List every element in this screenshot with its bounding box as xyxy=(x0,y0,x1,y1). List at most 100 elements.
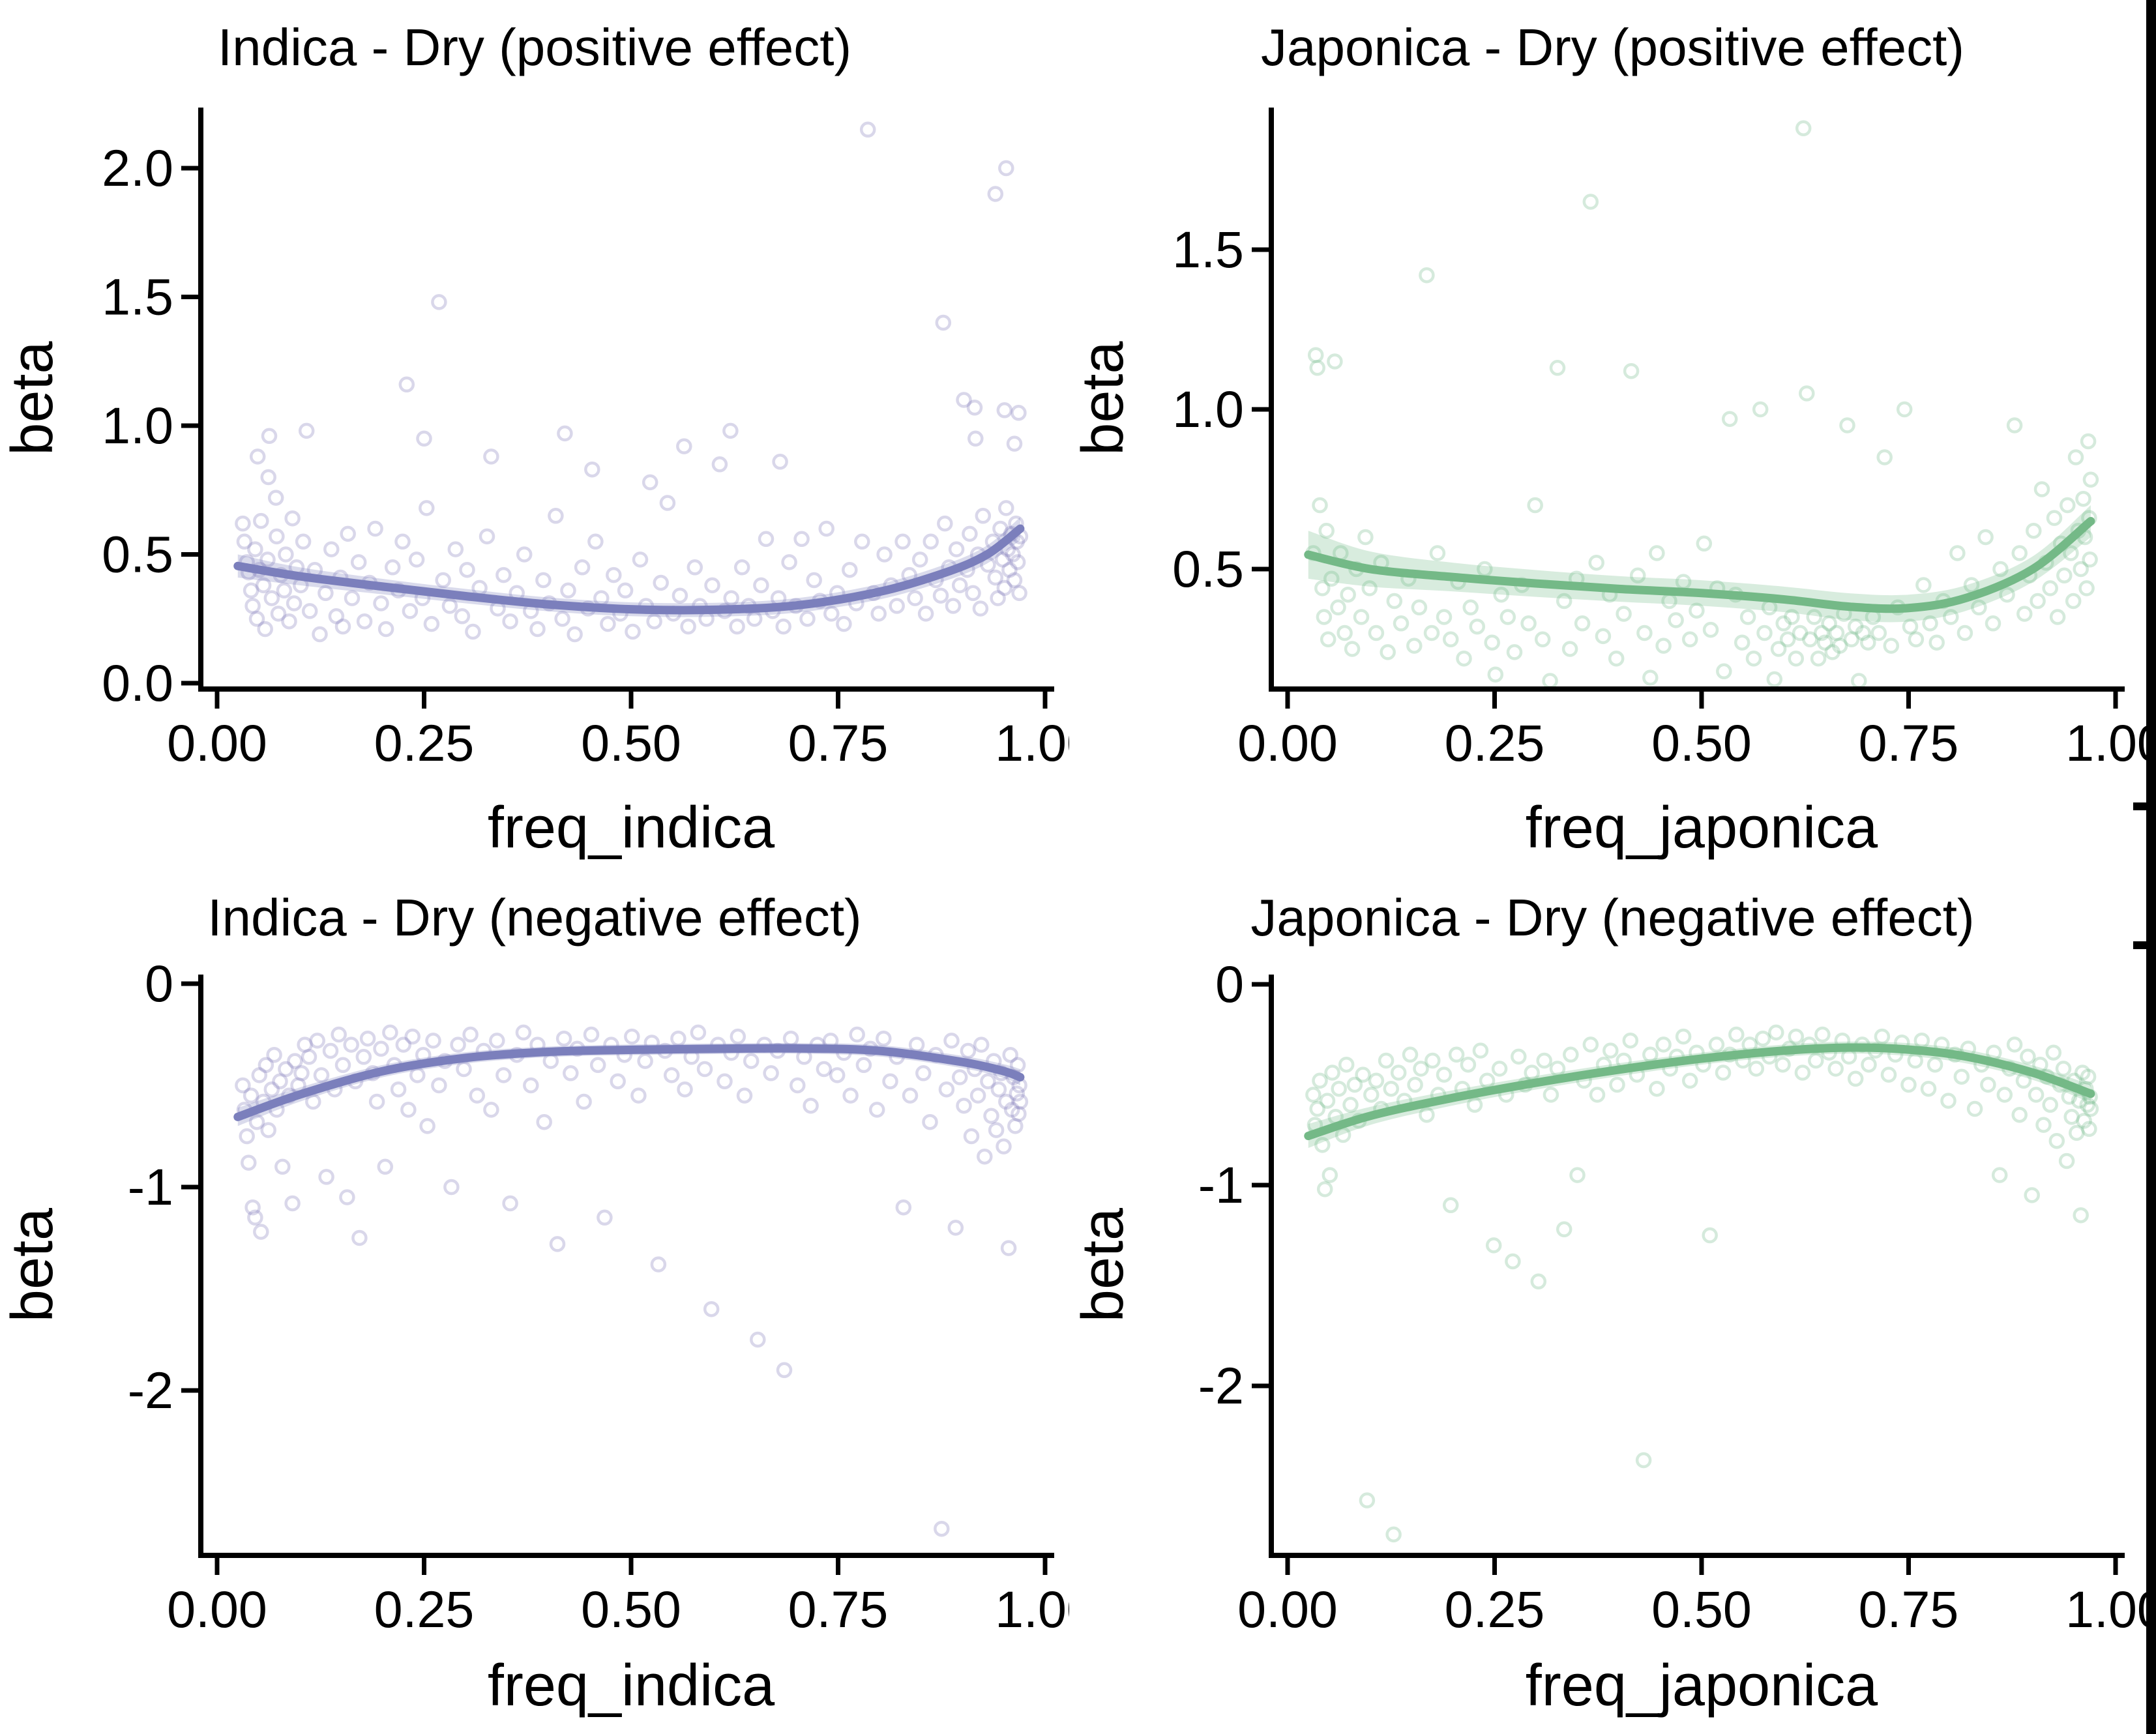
data-point xyxy=(2073,561,2089,578)
data-point xyxy=(312,626,328,643)
data-point xyxy=(260,1122,276,1138)
data-point xyxy=(1977,529,1994,546)
x-tick-label: 1.00 xyxy=(2065,1580,2156,1638)
data-point xyxy=(260,469,276,486)
data-point xyxy=(1316,1181,1333,1198)
data-point xyxy=(948,541,965,557)
data-point xyxy=(287,1053,303,1069)
data-point xyxy=(1485,1237,1502,1254)
data-point xyxy=(1655,1036,1672,1053)
data-point xyxy=(2067,449,2084,465)
data-point xyxy=(523,1077,539,1094)
panel-indica-positive: 0.00 0.25 0.50 0.75 1.00 0.0 0.5 1.0 1.5 2.0 Indic… xyxy=(0,18,1069,860)
data-point xyxy=(1689,602,1705,619)
data-point xyxy=(441,598,458,614)
data-point xyxy=(1407,1076,1423,1093)
data-point xyxy=(2035,1117,2052,1133)
data-point xyxy=(1721,411,1738,427)
data-point xyxy=(1828,625,1845,641)
data-point xyxy=(772,454,788,470)
data-point xyxy=(966,400,983,416)
data-point xyxy=(750,1331,766,1348)
data-point xyxy=(1788,1028,1805,1045)
data-point xyxy=(743,1053,760,1069)
data-point xyxy=(253,1224,269,1240)
data-point xyxy=(1635,1452,1652,1469)
data-point xyxy=(2026,522,2042,539)
data-point xyxy=(1012,1093,1029,1110)
data-point xyxy=(1338,1056,1355,1073)
data-point xyxy=(2058,1153,2075,1169)
data-point xyxy=(836,615,852,632)
data-point xyxy=(587,533,604,550)
x-tick-label: 1.00 xyxy=(995,1580,1095,1638)
data-point xyxy=(1949,545,1966,561)
data-point xyxy=(972,600,989,617)
data-point xyxy=(632,551,649,568)
data-point xyxy=(992,520,1009,537)
data-point xyxy=(339,1189,355,1205)
data-point xyxy=(1411,599,1428,616)
data-point xyxy=(932,587,949,604)
data-point xyxy=(479,528,495,545)
data-point xyxy=(1574,615,1591,632)
data-point xyxy=(956,392,972,408)
trend-line-japonica-positive xyxy=(1304,517,2095,613)
data-point xyxy=(431,294,447,310)
data-point xyxy=(574,559,591,576)
data-point xyxy=(1980,1076,1996,1093)
data-point xyxy=(983,1108,999,1124)
data-point xyxy=(642,474,658,491)
data-point xyxy=(600,615,616,632)
data-point xyxy=(465,623,481,640)
data-point xyxy=(1784,609,1800,625)
data-point xyxy=(1323,570,1340,587)
data-point xyxy=(274,1158,291,1175)
data-point xyxy=(975,508,992,524)
data-point xyxy=(589,1057,606,1074)
data-point xyxy=(849,1026,865,1043)
data-point xyxy=(988,1122,1005,1138)
data-point xyxy=(419,500,435,516)
data-point xyxy=(1527,497,1543,514)
data-point xyxy=(1839,417,1855,434)
x-tick-label: 0.00 xyxy=(167,714,267,772)
data-point xyxy=(1861,1056,1877,1073)
data-point xyxy=(253,512,269,529)
data-point xyxy=(235,515,251,532)
data-point xyxy=(1855,625,1871,641)
data-point xyxy=(1588,554,1604,571)
data-point xyxy=(998,160,1014,177)
data-point xyxy=(994,551,1011,568)
data-point xyxy=(1902,618,1919,635)
data-point xyxy=(1589,1087,1606,1103)
data-point xyxy=(1324,1065,1340,1081)
data-point xyxy=(1860,634,1876,651)
data-point xyxy=(917,606,934,622)
data-point xyxy=(293,1065,310,1081)
data-point xyxy=(2063,1109,2080,1125)
data-point xyxy=(1966,1100,1983,1117)
data-point xyxy=(1668,612,1684,628)
y-tick-label: 0 xyxy=(145,954,173,1012)
x-tick-label: 0.50 xyxy=(1651,1580,1752,1638)
data-point xyxy=(776,1362,793,1379)
data-point xyxy=(943,1033,960,1049)
x-tick-label: 0.25 xyxy=(374,1580,475,1638)
data-point xyxy=(2073,1207,2089,1224)
data-point xyxy=(1316,609,1333,625)
data-point xyxy=(963,1128,980,1145)
data-point xyxy=(244,598,261,614)
data-point xyxy=(267,490,284,506)
data-point xyxy=(1556,593,1573,610)
data-point xyxy=(763,1065,779,1081)
data-point xyxy=(842,1087,859,1104)
data-point xyxy=(243,1087,259,1104)
data-point xyxy=(334,618,351,635)
data-point xyxy=(1756,625,1773,641)
data-point xyxy=(318,1169,334,1185)
data-point xyxy=(431,1077,447,1094)
data-point xyxy=(659,495,676,511)
data-point xyxy=(456,1061,472,1078)
